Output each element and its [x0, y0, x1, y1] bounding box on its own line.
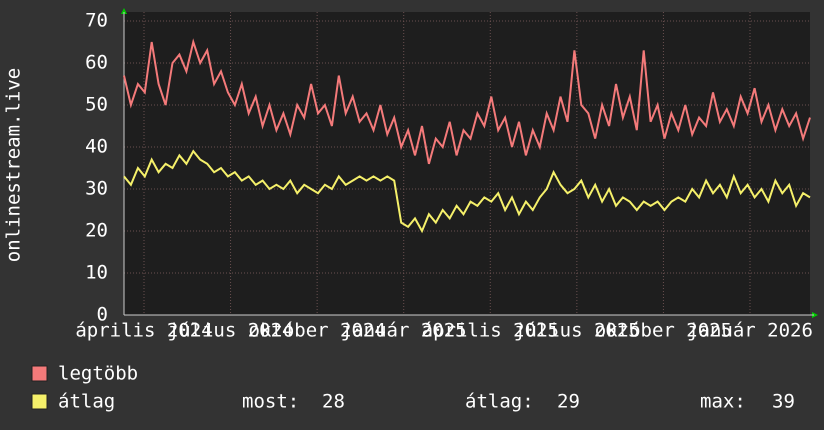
x-tick-label: július 2024	[168, 320, 294, 342]
stat-label: átlag:	[465, 391, 534, 413]
legend-label: legtöbb	[58, 363, 138, 385]
stat-label: max:	[700, 391, 746, 413]
y-tick-label: 70	[85, 10, 108, 32]
plot-area	[124, 12, 810, 315]
legend-swatch	[31, 393, 48, 410]
x-tick-label: július 2025	[514, 320, 640, 342]
y-tick-label: 10	[85, 262, 108, 284]
stat-value: 28	[322, 391, 345, 413]
axis-arrow	[812, 312, 818, 318]
y-axis-label: onlinestream.live	[3, 68, 25, 262]
y-tick-label: 20	[85, 220, 108, 242]
stat-label: most:	[242, 391, 299, 413]
y-tick-label: 30	[85, 178, 108, 200]
y-tick-label: 40	[85, 136, 108, 158]
y-tick-label: 60	[85, 52, 108, 74]
axis-arrow	[121, 8, 127, 14]
x-tick-label: január 2026	[687, 320, 813, 342]
x-tick-label: április 2025	[422, 320, 559, 342]
x-tick-label: április 2024	[75, 320, 212, 342]
x-tick-label: október 2024	[249, 320, 386, 342]
y-tick-label: 0	[97, 304, 108, 326]
legend-swatch	[31, 365, 48, 382]
stat-value: 29	[557, 391, 580, 413]
legend-label: átlag	[58, 391, 115, 413]
y-tick-label: 50	[85, 94, 108, 116]
x-tick-label: október 2025	[595, 320, 732, 342]
series-line	[123, 149, 811, 234]
series-line	[123, 38, 811, 165]
x-tick-label: január 2025	[341, 320, 467, 342]
stat-value: 39	[772, 391, 795, 413]
